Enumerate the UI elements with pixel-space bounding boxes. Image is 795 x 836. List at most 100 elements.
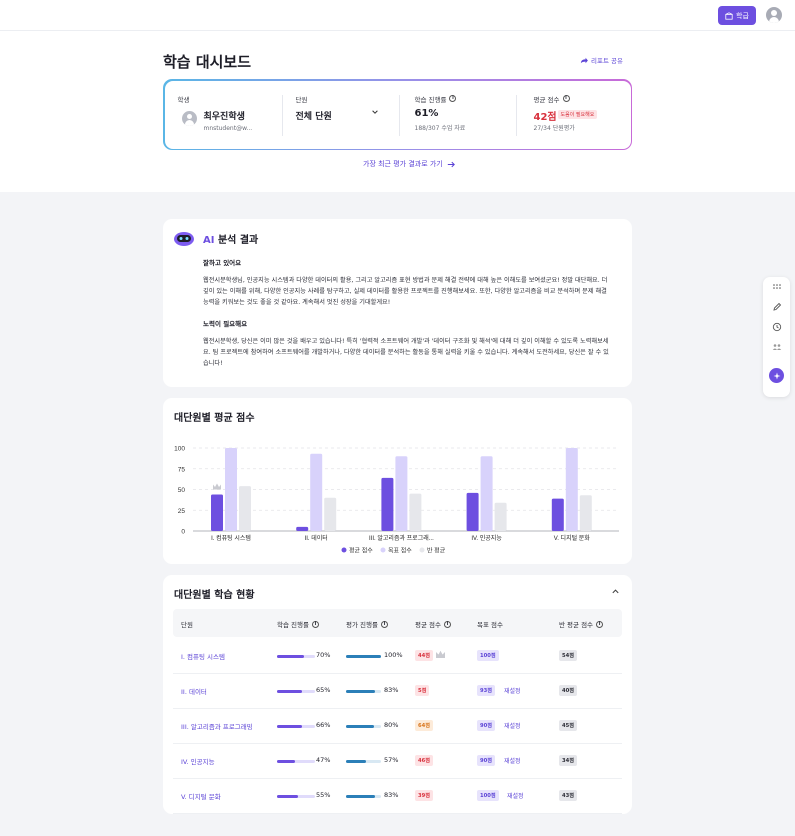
col-learn-label: 학습 진행률 [277,621,309,629]
bar-avg-score [381,477,394,531]
legend-marker [419,547,425,553]
chart-title: 대단원별 평균 점수 [174,413,255,424]
eval-progress-value: 83% [384,791,399,799]
learn-progress-value: 66% [316,721,331,729]
info-icon[interactable]: i [449,95,457,102]
table-header: 단원 학습 진행률 i 평가 진행률 i 평균 점수 i 목표 점수 반 평균 점수 i [173,609,622,637]
group-icon[interactable] [769,339,784,354]
eval-progress-bar [346,795,381,798]
y-tick-label: 100 [174,446,185,453]
eval-progress-value: 80% [384,721,399,729]
pencil-icon[interactable] [769,299,784,314]
unit-link[interactable]: IV. 인공지능 [181,758,215,766]
chevron-up-icon[interactable] [611,587,620,596]
top-bar: 학급 [0,0,795,30]
ai-title-rest: 분석 결과 [214,235,259,246]
avg-score-badge: 39점 [415,790,433,801]
info-icon[interactable]: i [562,95,570,102]
avg-score-badge: 46점 [415,755,433,766]
unit-link[interactable]: II. 데이터 [181,688,207,696]
y-tick-label: 75 [178,466,186,473]
table-row: II. 데이터 65% 83% 5점 93점 재설정 40점 [173,674,622,709]
ai-assistant-icon[interactable] [769,368,784,383]
page-title: 학습 대시보드 [163,53,252,71]
history-icon[interactable] [769,319,784,334]
col-goal-score: 목표 점수 [477,621,503,629]
bar-class-avg [324,497,337,531]
eval-progress-fill [346,690,376,693]
share-report-link[interactable]: 리포트 공유 [580,55,623,65]
effort-text: 웹전시분학생, 당신은 이미 많은 것을 배우고 있습니다! 특히 '협력적 소… [203,338,609,367]
y-tick-label: 50 [178,487,186,494]
info-icon[interactable]: i [444,620,451,628]
bar-goal-score [480,456,493,531]
bar-avg-score [466,492,479,531]
goal-score-badge: 100점 [477,650,499,661]
y-tick-label: 25 [178,508,186,515]
bar-class-avg [239,486,251,531]
user-avatar-icon[interactable] [766,7,782,23]
info-icon[interactable]: i [380,620,388,628]
goal-score-badge: 90점 [477,720,495,731]
recent-result-link[interactable]: 가장 최근 평가 결과로 가기 [363,159,455,169]
learn-progress-bar [277,760,315,763]
x-tick-label: I. 컴퓨팅 시스템 [211,534,251,542]
unit-link[interactable]: I. 컴퓨팅 시스템 [181,653,225,661]
score-summary: 평균 점수 i 42점 도움이 필요해요 27/34 단원평가 [516,81,631,149]
progress-label-wrap: 학습 진행률 i [415,94,457,104]
effort-heading: 노력이 필요해요 [203,320,248,328]
unit-link[interactable]: V. 디지털 문화 [181,793,221,801]
goal-score-badge: 93점 [477,685,495,696]
goal-score-badge: 100점 [477,790,499,801]
ai-analysis-title: AI 분석 결과 [203,231,258,246]
learn-progress-value: 70% [316,651,331,659]
status-badge: 도움이 필요해요 [557,109,598,119]
student-summary: 학생 최우진학생 mnstudent@w... [165,81,282,149]
learn-progress-fill [277,725,303,728]
legend-label: 평균 점수 [349,547,373,555]
reset-goal-button[interactable]: 재설정 [504,758,521,765]
learn-progress-fill [277,690,302,693]
reset-goal-button[interactable]: 재설정 [507,793,524,800]
class-avg-badge: 34점 [559,755,577,766]
crown-icon [213,483,221,490]
unit-select[interactable]: 단원 전체 단원 [282,81,399,149]
avg-score-badge: 64점 [415,720,433,731]
x-tick-label: III. 알고리즘과 프로그래... [369,534,434,542]
bar-goal-score [310,453,323,531]
ai-title-accent: AI [203,235,215,246]
score-detail: 27/34 단원평가 [533,124,575,132]
unit-score-chart-card: 대단원별 평균 점수 0 25 50 75 100 I. 컴퓨팅 시스템 II. 데이터 II… [163,398,632,564]
info-icon[interactable]: i [596,620,604,628]
learn-progress-value: 47% [316,756,331,764]
table-row: I. 컴퓨팅 시스템 70% 100% 44점 100점 54점 [173,639,622,674]
col-avg-label: 평균 점수 [415,621,441,629]
eval-progress-bar [346,725,381,728]
grid-menu-icon[interactable] [769,279,784,294]
unit-link[interactable]: III. 알고리즘과 프로그래밍 [181,723,253,731]
ai-analysis-card: AI 분석 결과 잘하고 있어요 웹전시분학생님, 인공지능 시스템과 다양한 … [163,219,632,387]
share-report-label: 리포트 공유 [591,57,623,65]
divider [398,94,400,136]
reset-goal-button[interactable]: 재설정 [504,723,521,730]
eval-progress-fill [346,795,376,798]
x-tick-label: IV. 인공지능 [471,534,502,542]
avg-score-badge: 44점 [415,650,433,661]
eval-progress-value: 100% [384,651,403,659]
col-unit: 단원 [181,621,193,629]
chevron-down-icon[interactable] [371,108,379,116]
eval-progress-bar [346,655,381,658]
col-class-avg: 반 평균 점수 i [559,619,604,629]
summary-card: 학생 최우진학생 mnstudent@w... 단원 전체 단원 학습 진행률 … [163,79,632,150]
info-icon[interactable]: i [311,620,319,628]
reset-goal-button[interactable]: 재설정 [504,688,521,695]
bar-class-avg [579,495,592,531]
student-name: 최우진학생 [203,111,245,122]
student-label: 학생 [177,95,190,104]
eval-progress-value: 83% [384,686,399,694]
x-tick-label: II. 데이터 [305,534,328,542]
col-learn-progress: 학습 진행률 i [277,619,319,629]
school-icon [725,11,733,20]
eval-progress-value: 57% [384,756,399,764]
school-button[interactable]: 학급 [718,6,756,25]
